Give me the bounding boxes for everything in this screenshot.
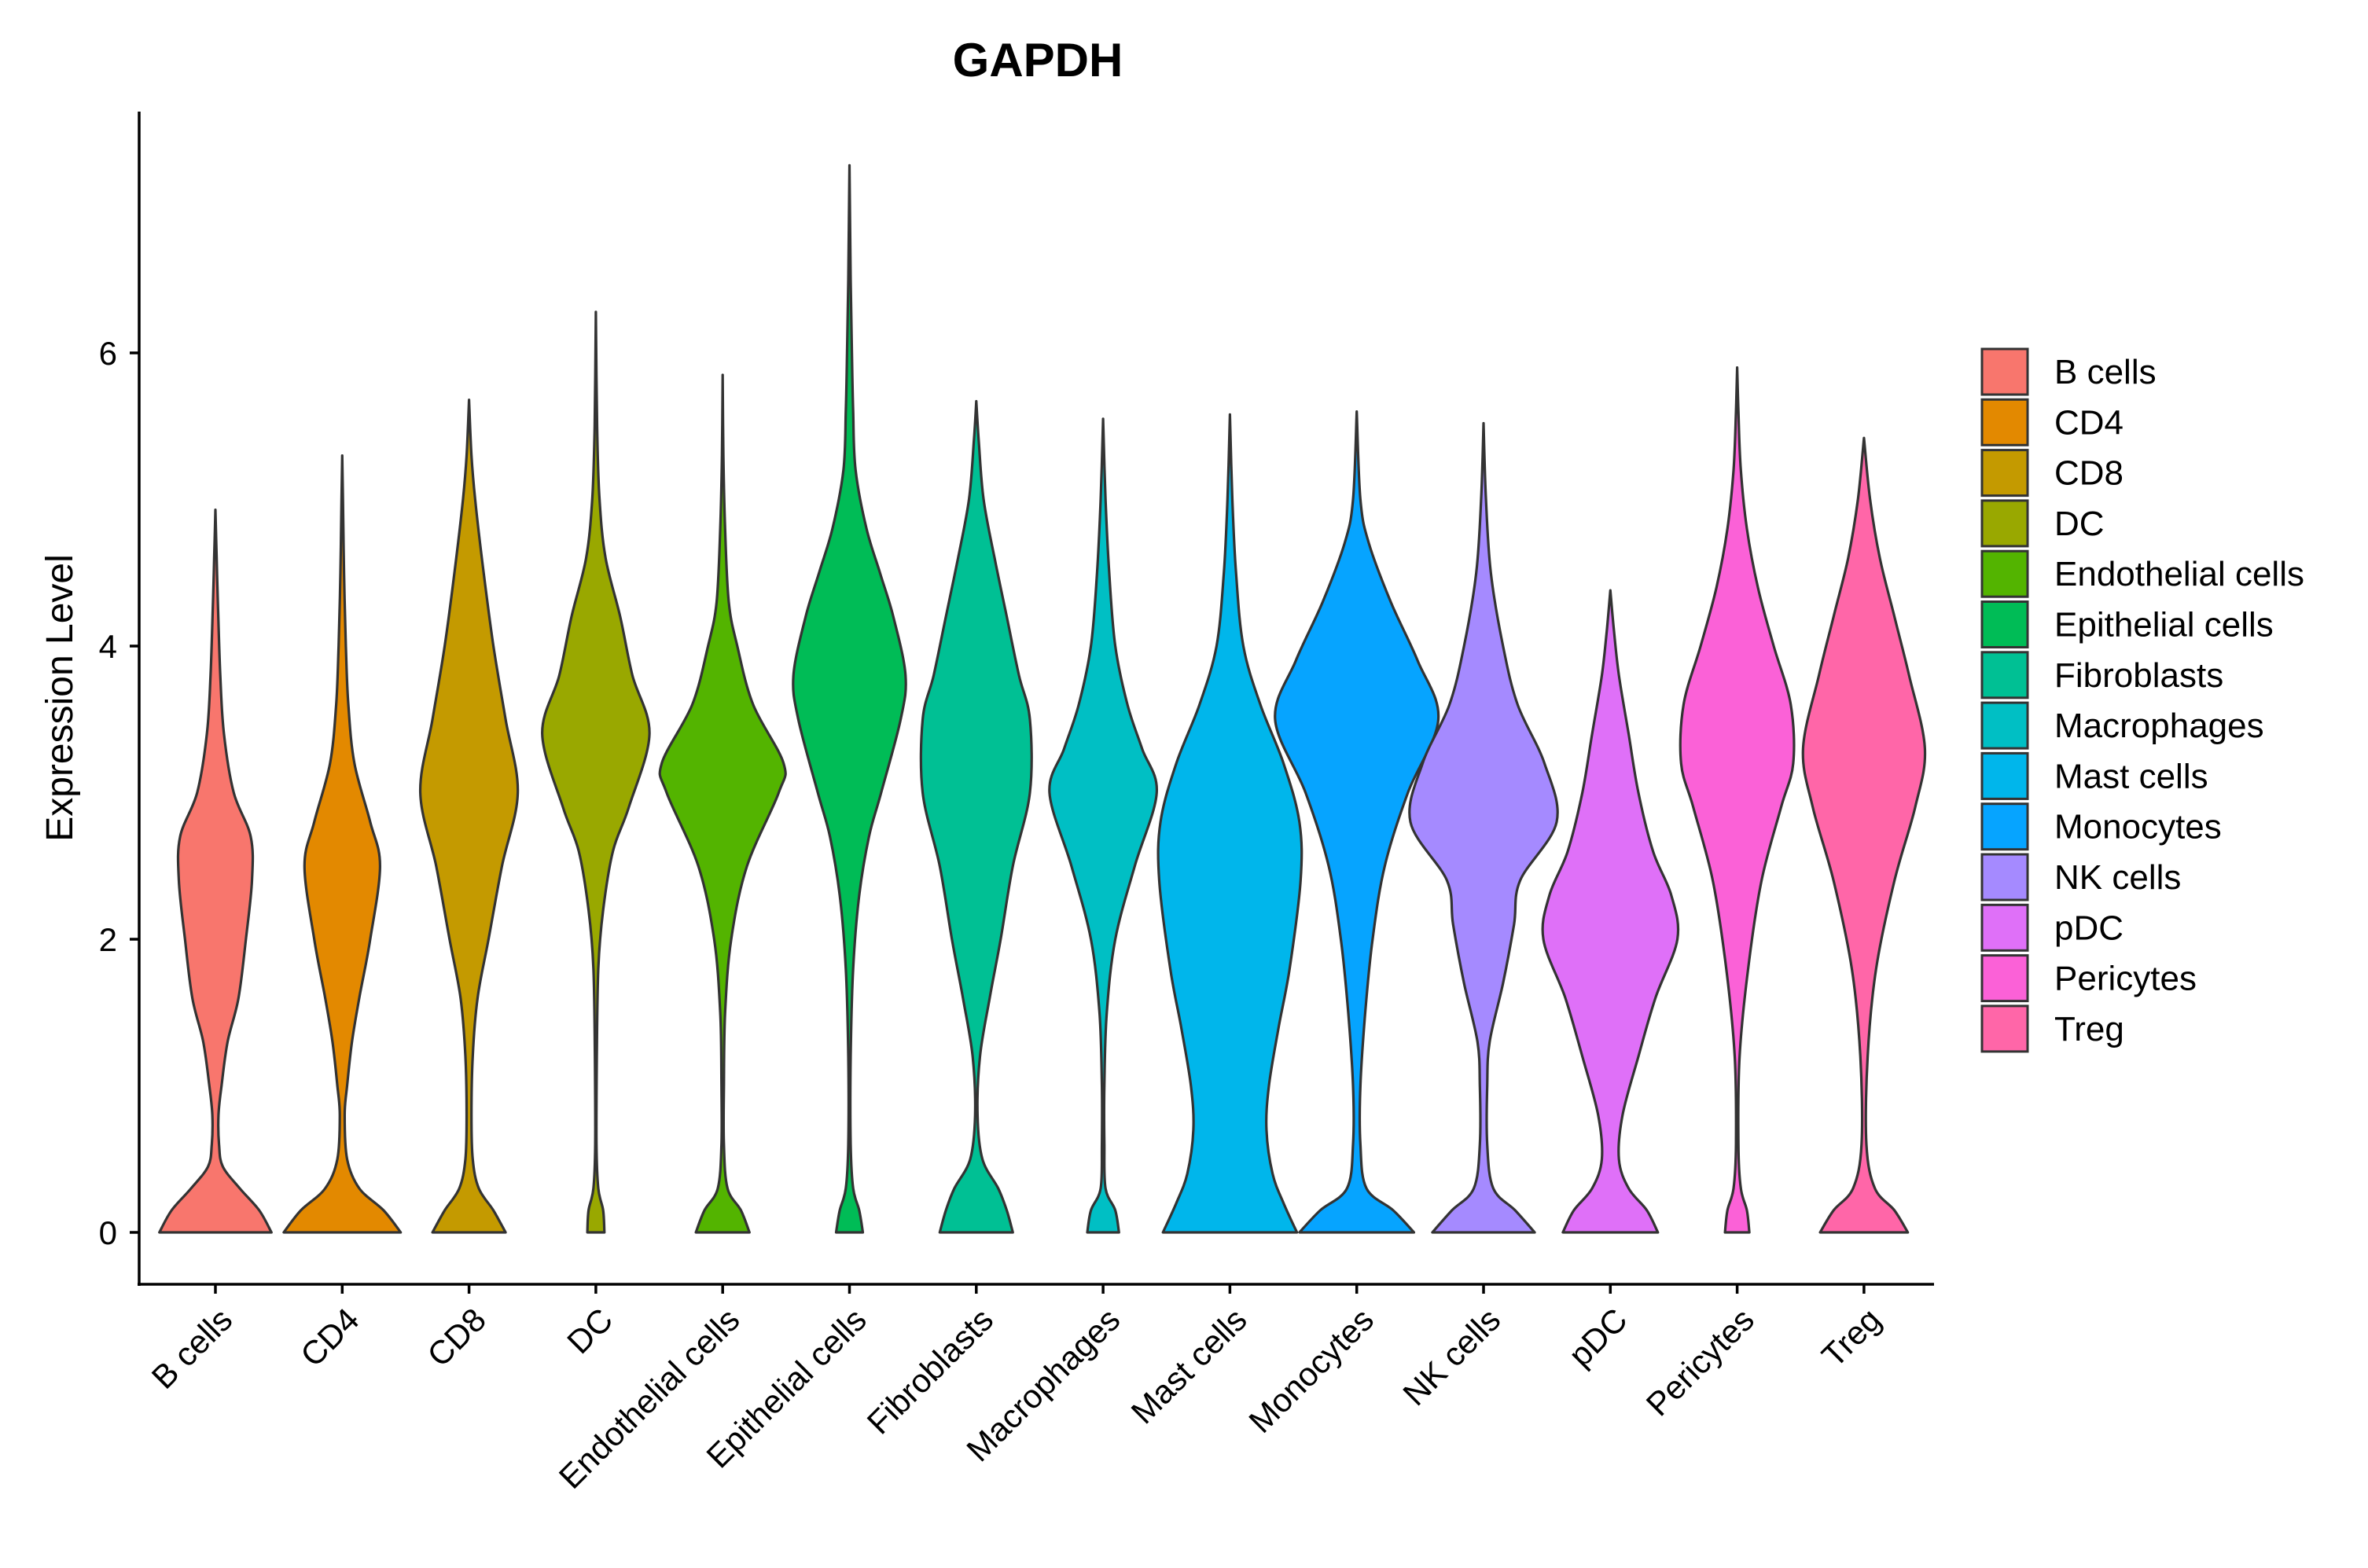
legend-key-cd8 — [1980, 449, 2029, 498]
legend-key-b-cells — [1980, 347, 2029, 396]
violin-group — [158, 163, 1927, 1234]
legend-label: CD8 — [2054, 454, 2123, 493]
chart-title: GAPDH — [953, 34, 1123, 86]
legend-label: Mast cells — [2054, 757, 2208, 795]
x-tick-label: B cells — [145, 1301, 240, 1396]
x-tick-label: Mast cells — [1124, 1301, 1254, 1430]
y-axis-ticks: 0 2 4 6 — [99, 335, 139, 1251]
x-tick-label: Monocytes — [1241, 1301, 1381, 1440]
legend-key-macrophages — [1980, 701, 2029, 750]
violin-treg — [1801, 436, 1927, 1234]
y-tick-label: 6 — [99, 335, 117, 372]
y-tick-label: 0 — [99, 1214, 117, 1251]
violin-macrophages — [1048, 417, 1158, 1234]
legend-key-pericytes — [1980, 954, 2029, 1003]
legend-label: Treg — [2054, 1010, 2124, 1048]
legend-key-cd4 — [1980, 398, 2029, 446]
legend-label: Monocytes — [2054, 808, 2222, 846]
legend-label: Endothelial cells — [2054, 555, 2304, 593]
y-tick-label: 2 — [99, 921, 117, 958]
legend-key-mast-cells — [1980, 751, 2029, 800]
violin-pdc — [1541, 589, 1680, 1234]
x-tick-label: DC — [560, 1301, 620, 1361]
y-tick-label: 4 — [99, 628, 117, 665]
violin-mast-cells — [1156, 413, 1304, 1234]
legend-key-dc — [1980, 499, 2029, 548]
legend-label: Macrophages — [2054, 707, 2264, 745]
violin-endothelial-cells — [658, 373, 787, 1234]
legend-label: Pericytes — [2054, 960, 2197, 998]
legend-key-treg — [1980, 1004, 2029, 1053]
violin-epithelial-cells — [792, 163, 907, 1234]
legend-label: B cells — [2054, 353, 2157, 391]
legend-key-fibroblasts — [1980, 651, 2029, 700]
x-tick-label: pDC — [1561, 1301, 1634, 1374]
violin-fibroblasts — [919, 399, 1033, 1234]
violin-monocytes — [1274, 410, 1440, 1234]
x-tick-label: Fibroblasts — [860, 1301, 1000, 1441]
legend-key-pdc — [1980, 903, 2029, 952]
violin-b-cells — [158, 509, 273, 1234]
violin-cd8 — [418, 398, 520, 1234]
legend-label: pDC — [2054, 909, 2123, 947]
legend-label: DC — [2054, 505, 2105, 543]
y-axis-label: Expression Level — [39, 554, 81, 842]
x-tick-label: NK cells — [1395, 1301, 1507, 1412]
x-tick-label: CD4 — [293, 1301, 366, 1374]
legend-key-endothelial-cells — [1980, 549, 2029, 598]
legend-label: Epithelial cells — [2054, 606, 2274, 644]
legend-key-epithelial-cells — [1980, 600, 2029, 648]
x-tick-label: Treg — [1815, 1301, 1888, 1374]
legend-label: Fibroblasts — [2054, 656, 2223, 695]
legend-key-monocytes — [1980, 802, 2029, 851]
legend-key-nk-cells — [1980, 853, 2029, 902]
x-tick-label: Pericytes — [1639, 1301, 1761, 1423]
legend: B cells CD4 CD8 DC Endothelial cells Epitheli… — [1980, 347, 2304, 1053]
violin-cd4 — [282, 454, 403, 1234]
violin-pericytes — [1679, 366, 1796, 1234]
violin-dc — [541, 310, 651, 1234]
legend-label: NK cells — [2054, 858, 2181, 897]
violin-nk-cells — [1408, 421, 1559, 1234]
x-tick-label: CD8 — [420, 1301, 493, 1374]
legend-label: CD4 — [2054, 403, 2123, 442]
